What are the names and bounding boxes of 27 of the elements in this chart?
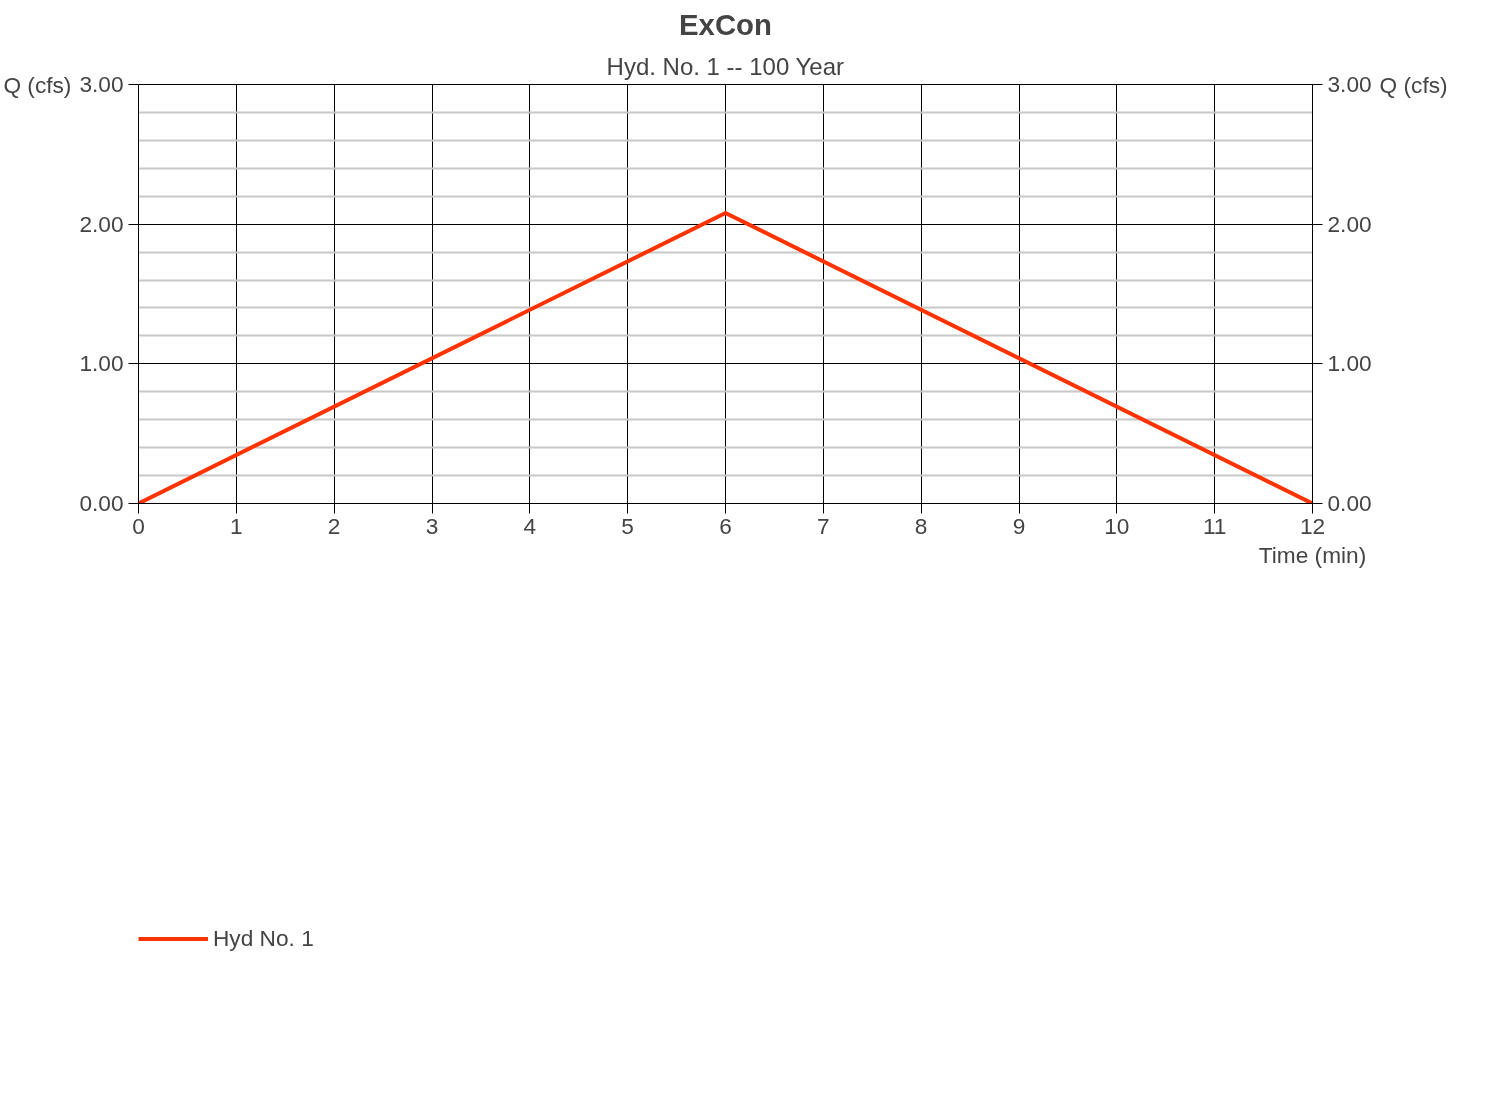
x-tick-label: 12 bbox=[1299, 512, 1326, 539]
x-tick-label: 0 bbox=[132, 512, 145, 539]
y-axis-title: Q (cfs) bbox=[3, 71, 72, 98]
x-tick-label: 7 bbox=[817, 512, 830, 539]
x-axis-title: Time (min) bbox=[1258, 541, 1367, 568]
x-tick-label: 9 bbox=[1012, 512, 1026, 539]
x-tick-label: 10 bbox=[1104, 512, 1130, 539]
y-tick-label: 1.00 bbox=[79, 350, 124, 377]
x-tick-label: 2 bbox=[327, 512, 341, 539]
x-tick-label: 6 bbox=[719, 512, 732, 539]
x-tick-label: 11 bbox=[1202, 512, 1227, 539]
x-tick-label: 4 bbox=[523, 512, 537, 539]
x-tick-label: 8 bbox=[914, 512, 928, 539]
x-tick-label: 5 bbox=[621, 512, 634, 539]
y-tick-label: 0.00 bbox=[79, 490, 124, 516]
y-tick-label: 2.00 bbox=[79, 210, 124, 237]
y-tick-label: 3.00 bbox=[79, 71, 124, 97]
x-tick-label: 1 bbox=[230, 512, 243, 539]
y2-tick-label: 0.00 bbox=[1327, 490, 1372, 516]
y2-tick-label: 1.00 bbox=[1327, 350, 1372, 377]
y2-axis-title: Q (cfs) bbox=[1379, 71, 1448, 98]
legend-label: Hyd No. 1 bbox=[213, 924, 314, 952]
y2-tick-label: 2.00 bbox=[1327, 210, 1372, 237]
y2-tick-label: 3.00 bbox=[1327, 71, 1372, 97]
chart-subtitle: Hyd. No. 1 -- 100 Year bbox=[606, 52, 845, 80]
chart-title: ExCon bbox=[679, 7, 772, 41]
x-tick-label: 3 bbox=[425, 512, 439, 539]
